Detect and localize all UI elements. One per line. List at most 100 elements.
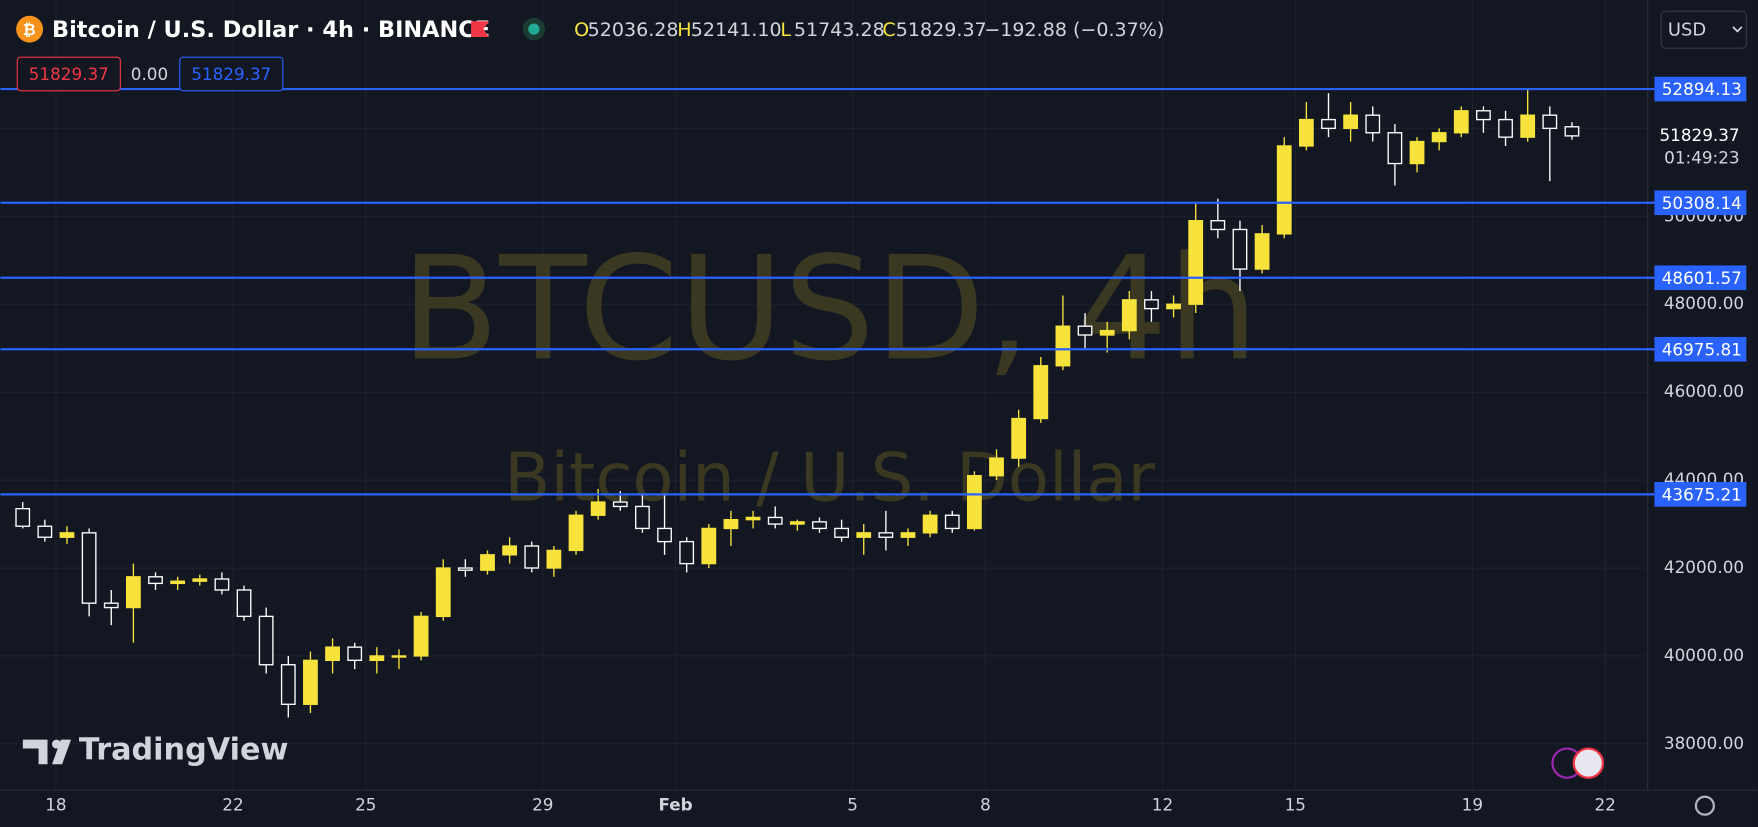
y-tick-label: 48000.00 bbox=[1664, 293, 1744, 313]
candle-body bbox=[347, 646, 363, 662]
ohlc-key: H bbox=[677, 19, 691, 41]
plot bbox=[0, 87, 1655, 718]
status-dot bbox=[528, 23, 540, 35]
dropdown-arrow bbox=[1732, 26, 1743, 33]
candle-body bbox=[1276, 145, 1292, 235]
candle-body bbox=[524, 545, 540, 569]
candle-body bbox=[1520, 114, 1536, 138]
logo: TradingView bbox=[79, 732, 289, 767]
candle-body bbox=[37, 525, 53, 538]
candle-body bbox=[1298, 118, 1314, 147]
candle-body bbox=[391, 655, 407, 658]
x-tick-label: 15 bbox=[1285, 795, 1306, 815]
ohlc-value: 52036.28 bbox=[588, 19, 679, 41]
candle-body bbox=[679, 540, 695, 565]
flag-us-icon[interactable] bbox=[1572, 747, 1605, 779]
level-label-box bbox=[1654, 265, 1747, 291]
candle-body bbox=[568, 514, 584, 552]
y-tick-label: 46000.00 bbox=[1664, 381, 1744, 401]
candle-body bbox=[590, 501, 606, 516]
x-tick-label: 22 bbox=[222, 795, 243, 815]
candle-body bbox=[657, 527, 672, 543]
x-tick-label: 19 bbox=[1462, 795, 1483, 815]
candle-body bbox=[1409, 140, 1425, 165]
sell-box[interactable] bbox=[16, 56, 121, 92]
spread: 0.00 bbox=[131, 64, 168, 84]
candle-body bbox=[236, 589, 252, 618]
level-label: 46975.81 bbox=[1662, 339, 1742, 359]
candle-body bbox=[1121, 299, 1137, 332]
candle-body bbox=[502, 545, 518, 556]
level-label: 50308.14 bbox=[1662, 193, 1742, 213]
x-tick-label: 5 bbox=[847, 795, 858, 815]
x-tick-label: 8 bbox=[980, 795, 991, 815]
level-label-box bbox=[1654, 190, 1747, 216]
candle-body bbox=[1365, 114, 1381, 134]
candle-body bbox=[413, 615, 429, 657]
candle-body bbox=[280, 664, 296, 705]
candle-body bbox=[125, 576, 141, 609]
candle-body bbox=[1099, 329, 1115, 336]
ohlc-key: O bbox=[574, 19, 589, 41]
candle-body bbox=[789, 521, 805, 525]
ohlc-key: L bbox=[780, 19, 791, 41]
candle-body bbox=[1011, 417, 1027, 459]
candle-body bbox=[856, 532, 872, 538]
candle-body bbox=[1387, 132, 1403, 165]
y-tick-label: 40000.00 bbox=[1664, 645, 1744, 665]
grid bbox=[0, 0, 1648, 791]
x-tick-label: 22 bbox=[1594, 795, 1615, 815]
candle-body bbox=[834, 527, 849, 538]
candle-body bbox=[1453, 110, 1469, 134]
candle-body bbox=[325, 646, 340, 662]
candle-body bbox=[812, 521, 827, 530]
currency[interactable]: USD bbox=[1668, 19, 1706, 40]
watermark-title: BTCUSD, 4h bbox=[401, 225, 1259, 392]
candle-body bbox=[767, 516, 783, 525]
level-label: 48601.57 bbox=[1662, 268, 1742, 288]
x-tick-label: 12 bbox=[1152, 795, 1173, 815]
x-tick-label: 29 bbox=[532, 795, 553, 815]
candle-body bbox=[878, 532, 894, 538]
countdown: 01:49:23 bbox=[1664, 147, 1739, 167]
coin-glyph: ₿ bbox=[23, 20, 36, 39]
candle-body bbox=[148, 576, 163, 585]
candle-body bbox=[1321, 118, 1336, 130]
candle-body bbox=[1564, 126, 1580, 137]
buy-price[interactable]: 51829.37 bbox=[191, 64, 271, 84]
level-label: 43675.21 bbox=[1662, 484, 1742, 504]
candle-body bbox=[1188, 220, 1204, 305]
candle-body bbox=[1210, 220, 1226, 231]
change: −192.88 (−0.37%) bbox=[984, 19, 1164, 41]
ohlc-value: 51829.37 bbox=[896, 19, 987, 41]
ohlc-value: 51743.28 bbox=[794, 19, 885, 41]
last-price-box bbox=[1654, 120, 1747, 168]
candle-body bbox=[900, 532, 916, 538]
y-tick-label: 42000.00 bbox=[1664, 557, 1744, 577]
candle-body bbox=[480, 554, 495, 571]
coin-icon bbox=[16, 15, 44, 43]
candle-body bbox=[369, 655, 385, 662]
candle-body bbox=[701, 527, 717, 565]
candle-body bbox=[635, 505, 650, 530]
x-tick-label: 18 bbox=[45, 795, 66, 815]
candle-body bbox=[15, 507, 31, 527]
candle-body bbox=[1033, 365, 1049, 420]
candle-body bbox=[258, 615, 274, 666]
currency-select[interactable] bbox=[1660, 10, 1747, 49]
candle-body bbox=[922, 514, 938, 534]
buy-box[interactable] bbox=[179, 56, 284, 92]
settings-icon[interactable] bbox=[1694, 795, 1715, 816]
candle-body bbox=[1343, 114, 1359, 130]
symbol-title: Bitcoin / U.S. Dollar · 4h · BINANCE bbox=[52, 17, 490, 43]
x-tick-label: Feb bbox=[659, 795, 693, 815]
last-price: 51829.37 bbox=[1659, 125, 1739, 145]
candle-body bbox=[1166, 303, 1181, 310]
candle-body bbox=[457, 567, 473, 571]
candle-body bbox=[723, 518, 739, 530]
candle-body bbox=[1476, 110, 1491, 121]
flag-icon bbox=[471, 21, 490, 37]
sell-price[interactable]: 51829.37 bbox=[29, 64, 109, 84]
